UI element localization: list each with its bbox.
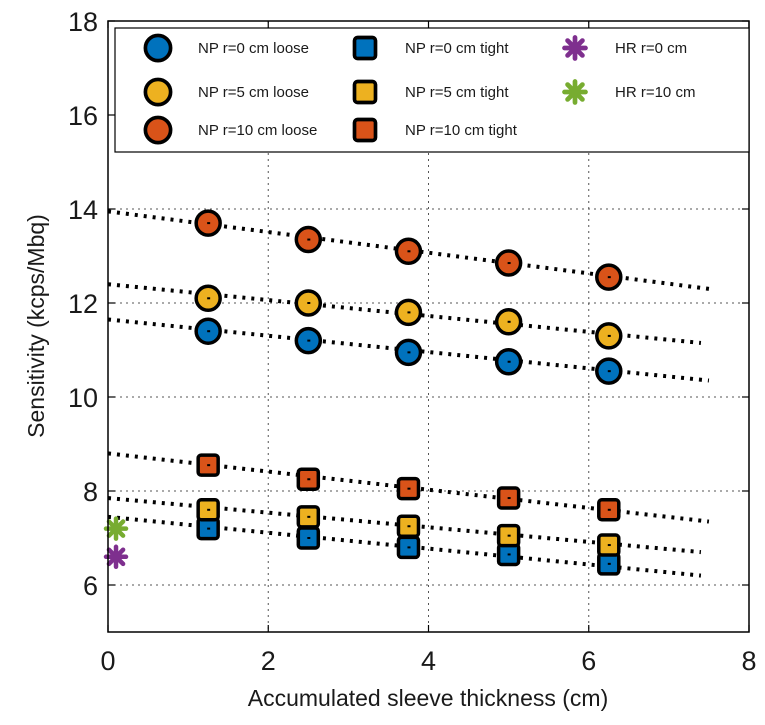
legend: NP r=0 cm loose NP r=5 cm loose NP r=10 cm… <box>114 27 750 153</box>
legend-marker <box>562 79 588 105</box>
y-tick-label: 6 <box>83 571 98 601</box>
legend-marker <box>143 77 173 107</box>
data-point <box>296 467 321 491</box>
data-point <box>296 505 321 529</box>
legend-marker-body <box>143 33 173 63</box>
legend-marker <box>562 35 588 61</box>
data-point <box>396 535 421 560</box>
legend-marker-body <box>143 77 173 107</box>
legend-marker <box>352 79 378 105</box>
data-point <box>595 263 623 291</box>
legend-label: HR r=0 cm <box>615 40 687 57</box>
legend-marker-body <box>352 117 378 143</box>
axis-ticks: 0 2 4 6 8 6 8 10 12 14 16 18 <box>68 7 757 676</box>
legend-label: NP r=10 cm tight <box>405 122 518 139</box>
data-point <box>494 348 523 376</box>
legend-label: NP r=0 cm loose <box>198 40 309 57</box>
data-point-stroke <box>106 547 126 567</box>
data-markers <box>103 209 623 576</box>
data-point <box>597 533 621 557</box>
legend-marker-body <box>352 79 378 105</box>
x-tick-label: 4 <box>421 646 436 676</box>
legend-label: NP r=5 cm tight <box>405 84 509 101</box>
legend-marker-body <box>352 35 378 61</box>
legend-marker <box>143 115 173 145</box>
y-tick-label: 16 <box>68 101 98 131</box>
data-point <box>496 486 521 510</box>
y-tick-label: 18 <box>68 7 98 37</box>
data-point <box>196 453 220 477</box>
x-tick-label: 2 <box>261 646 276 676</box>
legend-label: NP r=5 cm loose <box>198 84 309 101</box>
y-tick-label: 10 <box>68 383 98 413</box>
data-point <box>394 298 423 327</box>
legend-label: NP r=0 cm tight <box>405 40 509 57</box>
x-axis-title: Accumulated sleeve thickness (cm) <box>248 685 608 711</box>
legend-marker <box>143 33 173 63</box>
data-point <box>496 523 521 548</box>
legend-label: HR r=10 cm <box>615 84 695 101</box>
x-tick-label: 0 <box>100 646 115 676</box>
legend-marker <box>352 117 378 143</box>
y-tick-label: 12 <box>68 289 98 319</box>
data-point <box>494 249 523 277</box>
data-point <box>294 326 323 355</box>
data-point <box>296 526 321 550</box>
x-tick-label: 6 <box>581 646 596 676</box>
data-point <box>494 308 523 336</box>
legend-marker-stroke <box>565 82 585 102</box>
data-point <box>394 237 423 266</box>
legend-marker-stroke <box>565 38 585 58</box>
data-point <box>396 514 421 538</box>
y-tick-label: 14 <box>68 195 98 225</box>
data-point <box>496 542 521 567</box>
y-tick-label: 8 <box>83 477 98 507</box>
legend-label: NP r=10 cm loose <box>198 122 317 139</box>
x-tick-label: 8 <box>741 646 756 676</box>
legend-marker <box>352 35 378 61</box>
data-point <box>194 317 222 345</box>
legend-box <box>114 27 750 153</box>
data-point <box>294 225 323 254</box>
y-axis-title: Sensitivity (kcps/Mbq) <box>23 214 49 438</box>
data-point <box>595 322 623 350</box>
data-point <box>194 209 222 237</box>
data-point <box>196 516 220 541</box>
data-point <box>396 476 421 501</box>
data-point <box>597 498 621 522</box>
data-point <box>103 544 129 570</box>
data-point <box>103 516 129 541</box>
data-point <box>196 498 220 522</box>
data-point <box>394 338 423 367</box>
data-point <box>194 284 222 313</box>
data-point <box>597 552 621 576</box>
data-point <box>294 289 323 317</box>
data-point-stroke <box>106 519 126 538</box>
data-point <box>595 357 623 385</box>
legend-marker-body <box>143 115 173 145</box>
